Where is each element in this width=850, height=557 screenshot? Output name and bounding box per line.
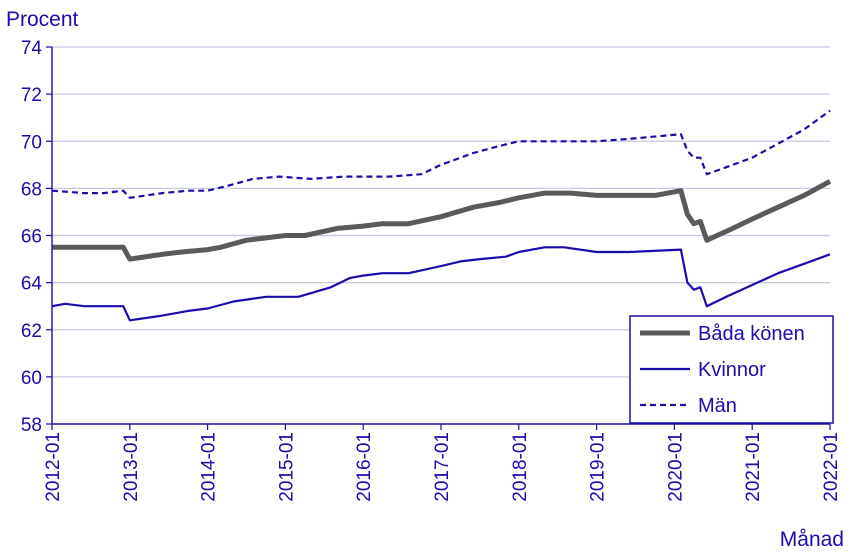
x-tick-label-2013-01: 2013-01 xyxy=(121,432,142,502)
legend-label-man: Män xyxy=(698,395,737,417)
series-line-b-da-k-nen xyxy=(52,179,832,262)
legend-label-kvinnor: Kvinnor xyxy=(698,359,766,381)
x-tick-label-2022-01: 2022-01 xyxy=(821,432,842,502)
gridlines xyxy=(52,46,830,378)
x-tick-label-2020-01: 2020-01 xyxy=(665,432,686,502)
y-tick-label-64: 64 xyxy=(21,274,43,295)
x-tick-label-2019-01: 2019-01 xyxy=(588,432,609,502)
x-axis-title: Månad xyxy=(780,528,844,551)
x-tick-label-2021-01: 2021-01 xyxy=(743,432,764,502)
x-tick-label-2016-01: 2016-01 xyxy=(354,432,375,502)
y-tick-label-58: 58 xyxy=(21,415,42,436)
x-tick-label-2017-01: 2017-01 xyxy=(432,432,453,502)
x-tick-label-2018-01: 2018-01 xyxy=(510,432,531,502)
axes: 58 60 62 64 66 68 70 72 74 2012-01 2013-01 2014-01 2… xyxy=(21,38,842,502)
x-tick-label-2015-01: 2015-01 xyxy=(276,432,297,502)
y-tick-label-68: 68 xyxy=(21,179,42,200)
y-axis-title: Procent xyxy=(6,8,79,31)
y-tick-label-62: 62 xyxy=(21,321,42,342)
legend-label-bada-konen: Båda könen xyxy=(698,323,805,345)
y-tick-label-70: 70 xyxy=(21,132,42,153)
y-tick-label-72: 72 xyxy=(21,85,42,106)
x-tick-label-2014-01: 2014-01 xyxy=(199,432,220,502)
series-line-m-n xyxy=(51,109,831,199)
y-tick-label-60: 60 xyxy=(21,368,42,389)
y-tick-label-66: 66 xyxy=(21,227,42,248)
y-tick-label-74: 74 xyxy=(21,38,43,59)
series-line-kvinnor xyxy=(51,246,831,322)
x-tick-label-2012-01: 2012-01 xyxy=(43,432,64,502)
series-layer xyxy=(51,109,832,322)
legend: Båda könen Kvinnor Män xyxy=(629,315,834,424)
